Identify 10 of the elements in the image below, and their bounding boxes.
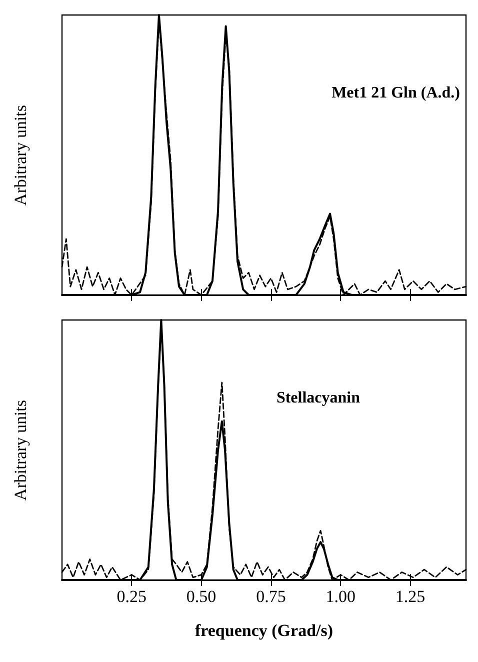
x-tick-label: 0.50 xyxy=(186,587,216,606)
y-axis-title: Arbitrary units xyxy=(11,400,30,501)
x-tick-label: 0.25 xyxy=(116,587,147,606)
y-axis-title: Arbitrary units xyxy=(11,104,30,206)
x-axis-title: frequency (Grad/s) xyxy=(194,621,334,640)
annotation: Stellacyanin xyxy=(276,390,360,406)
annotation: Met1 21 Gln (A.d.) xyxy=(332,84,460,102)
x-tick-label: 1.25 xyxy=(395,587,426,606)
x-tick-label: 0.75 xyxy=(256,587,286,606)
x-tick-label: 1.00 xyxy=(326,587,356,606)
